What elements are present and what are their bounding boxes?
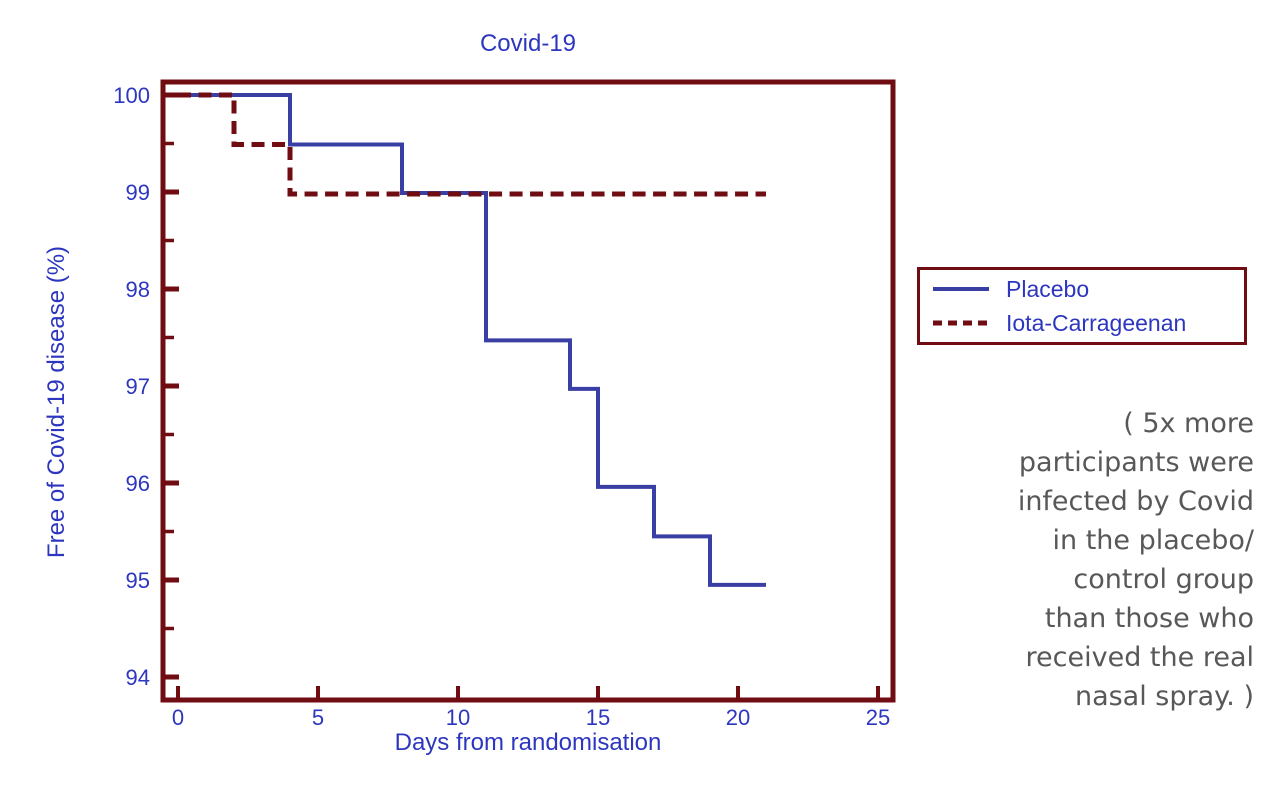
legend-item-placebo: Placebo xyxy=(933,276,1244,303)
y-tick-label: 96 xyxy=(126,471,150,496)
placebo-curve xyxy=(178,93,766,587)
dashed-line-swatch-icon xyxy=(933,320,989,326)
legend-label-iota-carrageenan: Iota-Carrageenan xyxy=(1006,309,1187,336)
y-tick-label: 100 xyxy=(113,83,150,108)
x-tick-label: 10 xyxy=(446,705,470,730)
x-tick-label: 25 xyxy=(866,705,890,730)
chart-title: Covid-19 xyxy=(479,30,577,57)
y-tick-label: 99 xyxy=(126,180,150,205)
x-tick-label: 15 xyxy=(586,705,610,730)
x-tick-label: 5 xyxy=(312,705,324,730)
x-axis-label: Days from randomisation xyxy=(394,729,662,756)
y-tick-label: 94 xyxy=(126,665,150,690)
legend-item-iota-carrageenan: Iota-Carrageenan xyxy=(933,310,1244,337)
solid-line-swatch-icon xyxy=(933,287,989,291)
y-tick-label: 95 xyxy=(126,568,150,593)
y-tick-label: 97 xyxy=(126,374,150,399)
iota-carrageenan-curve xyxy=(178,92,766,197)
annotation-note: ( 5x more participants were infected by … xyxy=(1017,408,1254,712)
y-tick-label: 98 xyxy=(126,277,150,302)
x-tick-label: 0 xyxy=(172,705,184,730)
legend-label-placebo: Placebo xyxy=(1006,275,1090,302)
plot-frame xyxy=(160,79,896,703)
legend: Placebo Iota-Carrageenan xyxy=(917,267,1247,345)
y-axis-label: Free of Covid-19 disease (%) xyxy=(43,245,70,559)
x-tick-label: 20 xyxy=(726,705,750,730)
